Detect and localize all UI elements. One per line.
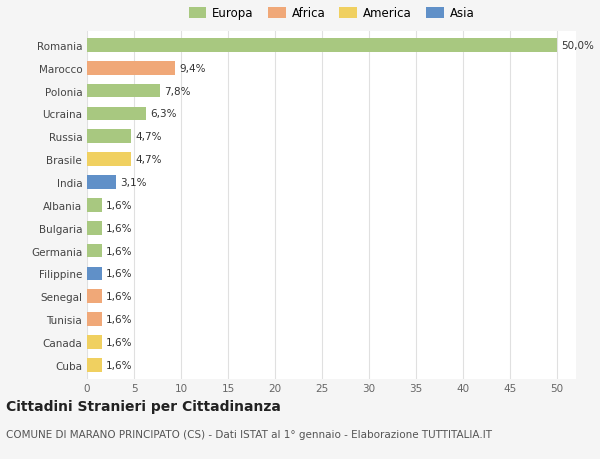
Bar: [87, 176, 116, 190]
Bar: [87, 62, 175, 75]
Bar: [87, 267, 102, 280]
Text: 1,6%: 1,6%: [106, 337, 133, 347]
Text: 1,6%: 1,6%: [106, 201, 133, 210]
Text: 1,6%: 1,6%: [106, 246, 133, 256]
Text: 1,6%: 1,6%: [106, 314, 133, 325]
Bar: [87, 39, 557, 53]
Bar: [87, 290, 102, 303]
Bar: [87, 313, 102, 326]
Text: 1,6%: 1,6%: [106, 269, 133, 279]
Text: 7,8%: 7,8%: [164, 86, 191, 96]
Text: 50,0%: 50,0%: [561, 41, 594, 51]
Bar: [87, 199, 102, 212]
Bar: [87, 107, 146, 121]
Bar: [87, 153, 131, 167]
Text: COMUNE DI MARANO PRINCIPATO (CS) - Dati ISTAT al 1° gennaio - Elaborazione TUTTI: COMUNE DI MARANO PRINCIPATO (CS) - Dati …: [6, 429, 492, 439]
Legend: Europa, Africa, America, Asia: Europa, Africa, America, Asia: [186, 5, 477, 23]
Text: Cittadini Stranieri per Cittadinanza: Cittadini Stranieri per Cittadinanza: [6, 399, 281, 413]
Text: 1,6%: 1,6%: [106, 223, 133, 233]
Text: 3,1%: 3,1%: [120, 178, 146, 188]
Text: 1,6%: 1,6%: [106, 291, 133, 302]
Bar: [87, 336, 102, 349]
Bar: [87, 244, 102, 258]
Bar: [87, 130, 131, 144]
Text: 6,3%: 6,3%: [150, 109, 176, 119]
Text: 4,7%: 4,7%: [135, 132, 161, 142]
Text: 9,4%: 9,4%: [179, 64, 206, 73]
Text: 4,7%: 4,7%: [135, 155, 161, 165]
Bar: [87, 221, 102, 235]
Bar: [87, 358, 102, 372]
Bar: [87, 84, 160, 98]
Text: 1,6%: 1,6%: [106, 360, 133, 370]
